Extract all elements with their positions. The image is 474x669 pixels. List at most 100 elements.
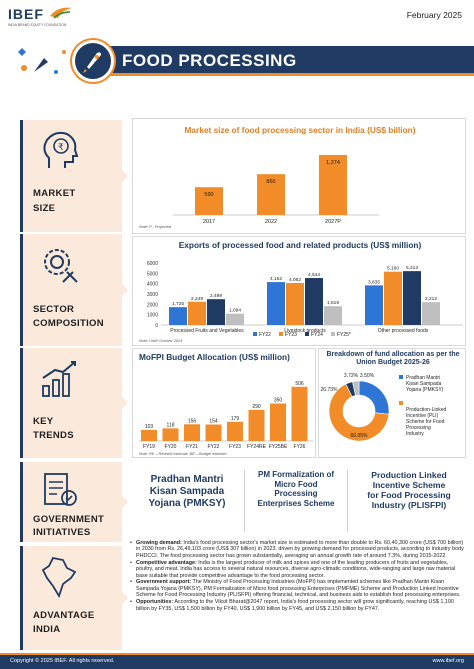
data-label: 4,152 <box>270 276 282 282</box>
bar <box>267 282 285 325</box>
legend-swatch <box>399 401 403 405</box>
data-label: 3.72% <box>344 373 359 379</box>
tick-label: FY23 <box>229 444 241 450</box>
data-label: 2,212 <box>425 296 437 302</box>
tick-label: Processed Fruits and Vegetables <box>170 328 244 334</box>
data-label: 506 <box>295 381 304 387</box>
data-label: 179 <box>231 416 240 422</box>
tick-label: FY21 <box>186 444 198 450</box>
legend-entry: Pradhan Mantri Kisan Sampada Yojana (PMKSY… <box>406 375 444 393</box>
fund-breakdown-chart: 26.73% 66.05% 3.72% 3.50% Pradhan Mantri Kisa… <box>321 373 447 442</box>
scheme-pmksy: Pradhan Mantri Kisan Sampada Yojana (PMK… <box>148 474 226 509</box>
data-label: 290 <box>252 404 261 410</box>
tick-label: 2000 <box>147 302 158 308</box>
bar <box>270 403 286 441</box>
india-map-icon <box>37 554 83 600</box>
bar <box>207 299 225 325</box>
tick-label: FY24RE <box>247 444 267 450</box>
page-header: IBEF INDIA BRAND EQUITY FOUNDATION Febru… <box>0 0 474 82</box>
list-item: Growing demand: India's food processing … <box>130 540 466 559</box>
legend-entry: FY24 <box>311 332 323 338</box>
data-label: 5,213 <box>406 265 418 271</box>
tick-label: FY20 <box>165 444 177 450</box>
tick-label: 4000 <box>147 282 158 288</box>
tick-label: FY26 <box>294 444 306 450</box>
gear-sector-icon <box>37 242 83 288</box>
tick-label: Livestock products <box>284 328 326 334</box>
rocket-badge-icon <box>72 40 114 82</box>
data-label: 66.05% <box>351 433 369 439</box>
legend-swatch <box>305 332 309 336</box>
data-label: 866 <box>266 179 275 185</box>
section-advantage-india: ADVANTAGE INDIA <box>20 546 128 650</box>
tick-label: FY22 <box>208 444 220 450</box>
section-label-line2: SIZE <box>33 203 56 214</box>
trend-chart-icon <box>37 356 83 402</box>
bar <box>305 278 323 325</box>
fund-breakdown-title: Breakdown of fund allocation as per the … <box>326 351 460 366</box>
bar <box>291 386 308 441</box>
legend-entry: FY22 <box>259 332 271 338</box>
section-label-line2: TRENDS <box>33 430 74 441</box>
section-market-size: ₹ MARKET SIZE <box>20 120 128 232</box>
tick-label: 0 <box>155 323 158 329</box>
data-label: 590 <box>204 192 213 198</box>
data-label: 350 <box>274 398 283 404</box>
section-label-line1: SECTOR <box>33 304 75 315</box>
tick-label: 1000 <box>147 313 158 319</box>
budget-note: Note: RE – Revised estimate, BE – Budget… <box>139 452 227 456</box>
section-label-line2: COMPOSITION <box>33 318 104 329</box>
report-date: February 2025 <box>406 10 462 20</box>
advantage-list: Growing demand: India's food processing … <box>130 540 466 612</box>
market-size-panel: Market size of food processing sector in… <box>132 118 466 234</box>
svg-text:₹: ₹ <box>58 142 64 152</box>
exports-title: Exports of processed food and related pr… <box>178 240 422 250</box>
bar <box>286 283 304 325</box>
data-label: 2,499 <box>210 293 222 299</box>
budget-panel: MoFPI Budget Allocation (US$ million) 10… <box>132 348 316 458</box>
bar <box>162 428 179 441</box>
tick-label: 2027P <box>325 219 341 225</box>
tick-label: FY19 <box>143 444 155 450</box>
legend-entry: FY25* <box>337 332 351 338</box>
data-label: 4,544 <box>308 272 320 278</box>
section-label-line1: ADVANTAGE <box>33 610 95 621</box>
bar <box>226 313 244 325</box>
bar <box>184 424 200 441</box>
data-label: 1,094 <box>229 308 241 314</box>
legend-swatch <box>399 375 403 379</box>
bar <box>195 187 223 215</box>
bar <box>188 301 206 325</box>
clipboard-check-icon <box>37 470 83 516</box>
data-label: 1,274 <box>326 160 340 166</box>
data-label: 26.73% <box>321 387 339 393</box>
market-size-chart: 590 2017 866 2022 1,274 2027P <box>173 154 379 225</box>
fund-breakdown-panel: Breakdown of fund allocation as per the … <box>318 348 466 458</box>
section-label-line2: INDIA <box>33 624 61 635</box>
data-label: 3,835 <box>368 279 380 285</box>
tick-label: 3000 <box>147 292 158 298</box>
data-label: 1,725 <box>172 301 184 307</box>
data-label: 118 <box>167 422 175 428</box>
copyright-text: Copyright © 2025 IBEF. All rights reserv… <box>10 658 115 664</box>
ibef-logo[interactable]: IBEF INDIA BRAND EQUITY FOUNDATION <box>8 6 78 36</box>
website-link[interactable]: www.ibef.org <box>432 658 465 664</box>
slice <box>352 380 360 396</box>
data-label: 154 <box>209 419 218 425</box>
rocket-icon <box>83 52 101 73</box>
slice <box>358 380 390 415</box>
tick-label: 2022 <box>265 219 277 225</box>
bar <box>365 285 383 325</box>
section-label-line1: GOVERNMENT <box>33 514 105 525</box>
tick-label: 6000 <box>147 261 158 267</box>
bar <box>141 429 157 441</box>
title-underline <box>100 73 474 76</box>
legend-swatch <box>279 332 283 336</box>
data-label: 2,249 <box>191 296 203 302</box>
bar <box>205 424 222 441</box>
bar <box>169 307 187 325</box>
exports-chart: 0 1000 2000 3000 4000 5000 6000 1,725 2,249 2,499… <box>147 261 463 338</box>
data-label: 5,160 <box>387 266 399 272</box>
data-label: 156 <box>188 418 197 424</box>
legend-entry: FY23 <box>285 332 297 338</box>
